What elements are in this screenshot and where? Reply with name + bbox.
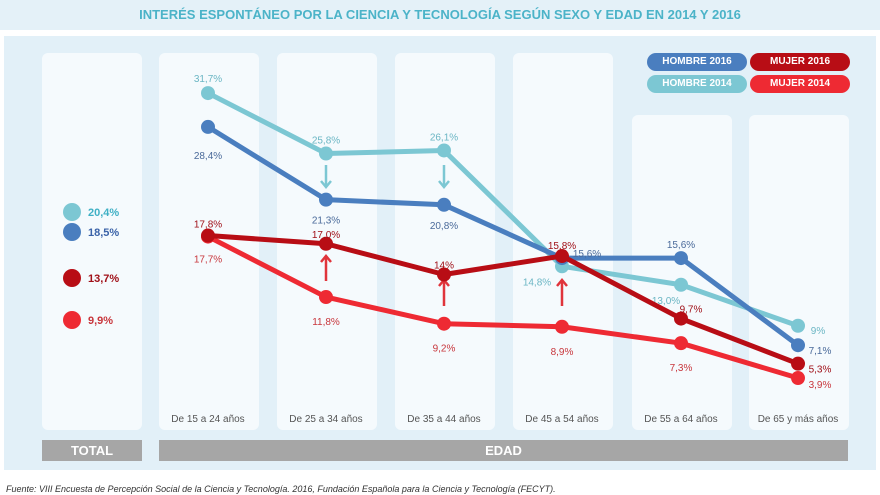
data-point	[437, 267, 451, 282]
data-label: 17,8%	[194, 220, 222, 231]
legend-hombre-2016: HOMBRE 2016	[647, 53, 747, 71]
arrow-head	[438, 180, 450, 189]
x-tick-label: De 15 a 24 años	[171, 414, 244, 425]
data-point	[437, 197, 451, 212]
data-label: 20,8%	[430, 221, 458, 232]
arrow-head	[320, 180, 332, 189]
arrow-head	[556, 278, 568, 287]
data-label: 26,1%	[430, 132, 458, 143]
legend-mujer-2014: MUJER 2014	[750, 75, 850, 93]
edad-bar: EDAD	[159, 440, 848, 461]
data-point	[201, 119, 215, 134]
data-point	[791, 338, 805, 353]
data-label: 17,0%	[312, 230, 340, 241]
data-label: 14%	[434, 261, 454, 272]
data-label: 21,3%	[312, 216, 340, 227]
data-point	[437, 316, 451, 331]
data-label: 9,2%	[433, 344, 456, 355]
age-column	[395, 53, 495, 430]
arrow-head	[320, 254, 332, 263]
total-bar: TOTAL	[42, 440, 142, 461]
data-point	[201, 228, 215, 243]
legend-hombre-2014: HOMBRE 2014	[647, 75, 747, 93]
data-label: 15,6%	[667, 240, 695, 251]
total-label: 18,5%	[88, 227, 119, 239]
series-line	[207, 233, 799, 367]
data-label: 7,1%	[809, 346, 832, 357]
data-label: 7,3%	[670, 363, 693, 374]
total-marker	[63, 311, 81, 329]
data-point	[437, 143, 451, 158]
data-label: 9%	[811, 326, 826, 337]
x-tick-label: De 25 a 34 años	[289, 414, 362, 425]
source-note: Fuente: VIII Encuesta de Percepción Soci…	[6, 484, 556, 494]
data-point	[674, 336, 688, 351]
data-label: 13,0%	[652, 296, 680, 307]
x-tick-label: De 35 a 44 años	[407, 414, 480, 425]
data-point	[674, 277, 688, 292]
data-point	[674, 311, 688, 326]
data-label: 5,3%	[809, 365, 832, 376]
data-point	[201, 86, 215, 101]
data-label: 31,7%	[194, 74, 222, 85]
total-marker	[63, 203, 81, 221]
data-label: 28,4%	[194, 151, 222, 162]
total-label: 13,7%	[88, 273, 119, 285]
total-marker	[63, 223, 81, 241]
data-point	[674, 251, 688, 266]
data-point	[791, 371, 805, 386]
x-tick-label: De 55 a 64 años	[644, 414, 717, 425]
total-column	[42, 53, 142, 430]
data-label: 17,7%	[194, 255, 222, 266]
total-marker	[63, 269, 81, 287]
series-line	[206, 90, 799, 329]
x-tick-label: De 65 y más años	[758, 414, 839, 425]
data-point	[791, 356, 805, 371]
data-point	[555, 319, 569, 334]
legend-mujer-2016: MUJER 2016	[750, 53, 850, 71]
series-line	[206, 234, 799, 381]
total-label: 20,4%	[88, 207, 119, 219]
data-label: 11,8%	[312, 317, 340, 328]
x-tick-label: De 45 a 54 años	[525, 414, 598, 425]
data-label: 15,8%	[548, 241, 576, 252]
data-label: 3,9%	[809, 380, 832, 391]
data-point	[319, 192, 333, 207]
series-line	[206, 124, 800, 348]
data-point	[319, 146, 333, 161]
data-label: 9,7%	[680, 305, 703, 316]
data-label: 14,8%	[523, 277, 551, 288]
data-point	[791, 318, 805, 333]
data-point	[319, 236, 333, 251]
chart-title: INTERÉS ESPONTÁNEO POR LA CIENCIA Y TECN…	[0, 0, 880, 30]
data-label: 15,6%	[573, 249, 601, 260]
total-label: 9,9%	[88, 315, 113, 327]
data-point	[555, 249, 569, 264]
age-column	[632, 115, 732, 430]
data-point	[319, 290, 333, 305]
data-label: 8,9%	[551, 347, 574, 358]
data-label: 25,8%	[312, 136, 340, 147]
